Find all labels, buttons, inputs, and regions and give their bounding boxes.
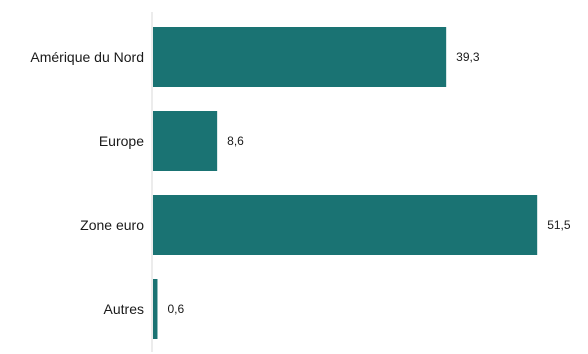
value-label: 39,3 [456, 50, 480, 64]
category-label: Europe [99, 133, 144, 149]
bar-1 [153, 111, 218, 171]
value-label: 51,5 [547, 218, 571, 232]
bar-0 [153, 27, 447, 87]
category-label: Zone euro [80, 217, 144, 233]
bar-2 [153, 195, 538, 255]
category-label: Autres [104, 301, 144, 317]
bar-3 [153, 279, 158, 339]
category-label: Amérique du Nord [30, 49, 144, 65]
value-label: 0,6 [167, 302, 184, 316]
value-label: 8,6 [227, 134, 244, 148]
